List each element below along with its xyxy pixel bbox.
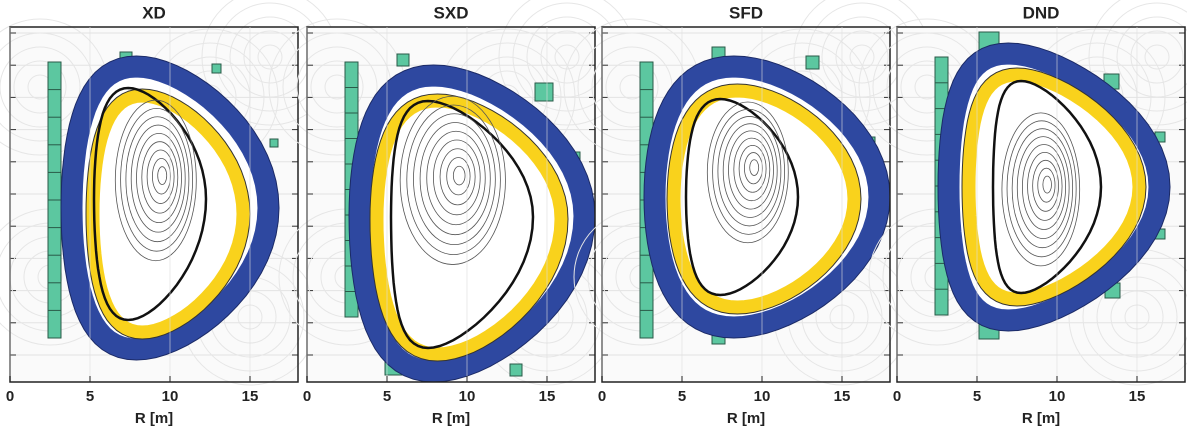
x-tick-label: 15	[242, 388, 259, 405]
x-tick-label: 5	[678, 388, 686, 405]
panel	[564, 0, 930, 385]
pf-coil	[806, 56, 819, 69]
x-tick-label: 5	[86, 388, 94, 405]
x-tick-label: 0	[303, 388, 311, 405]
panel	[0, 0, 338, 385]
x-axis-label: R [m]	[727, 410, 765, 427]
x-axis-label: R [m]	[432, 410, 470, 427]
pf-coil	[270, 139, 278, 147]
x-tick-label: 5	[383, 388, 391, 405]
x-tick-label: 10	[459, 388, 476, 405]
x-tick-label: 10	[1049, 388, 1066, 405]
panel-title: XD	[142, 3, 166, 22]
panel-title: SFD	[729, 3, 763, 22]
x-tick-label: 0	[598, 388, 606, 405]
x-axis-label: R [m]	[1022, 410, 1060, 427]
panel	[859, 0, 1187, 385]
panel-title: DND	[1023, 3, 1060, 22]
x-tick-label: 10	[162, 388, 179, 405]
pf-coil	[535, 83, 553, 101]
pf-coil	[212, 64, 221, 73]
x-tick-label: 5	[973, 388, 981, 405]
pf-coil	[510, 364, 522, 376]
x-tick-label: 0	[893, 388, 901, 405]
x-tick-label: 15	[539, 388, 556, 405]
panel	[269, 0, 635, 385]
x-tick-label: 15	[1129, 388, 1146, 405]
x-tick-label: 0	[6, 388, 14, 405]
pf-coil	[397, 54, 409, 66]
panel-title: SXD	[434, 3, 469, 22]
x-tick-label: 15	[834, 388, 851, 405]
figure: XD 0 5 10 15 R [m] SXD 0 5 10 15 R [m] SFD 0 5 10 15 R [m…	[0, 0, 1187, 438]
x-tick-label: 10	[754, 388, 771, 405]
x-axis-label: R [m]	[135, 410, 173, 427]
